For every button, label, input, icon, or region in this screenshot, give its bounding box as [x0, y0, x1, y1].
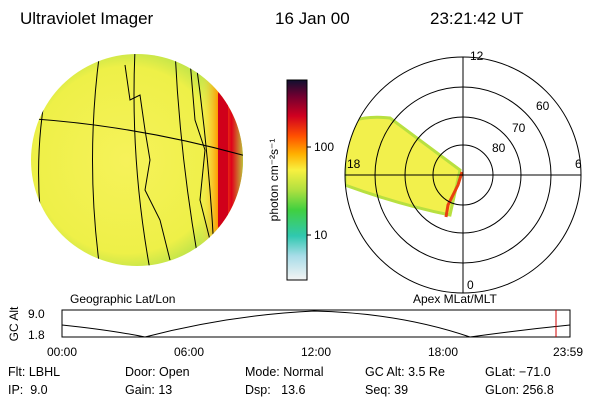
alt-x-label: 00:00: [47, 345, 77, 359]
left-panel-label: Geographic Lat/Lon: [70, 292, 175, 306]
date: 16 Jan 00: [275, 9, 350, 28]
alt-x-label: 06:00: [174, 345, 204, 359]
mlt-label: 6: [575, 157, 582, 171]
info-field: GLon: 256.8: [485, 383, 554, 397]
lat-label: 80: [492, 141, 506, 155]
alt-axis-label: GC Alt: [7, 306, 21, 341]
polar-plot: [344, 56, 582, 294]
right-panel-label: Apex MLat/MLT: [413, 292, 497, 306]
mlt-label: 0: [467, 278, 474, 292]
info-field: Flt: LBHL: [8, 365, 60, 379]
colorbar-tick-label: 100: [314, 140, 334, 154]
info-panel: Flt: LBHL Door: Open Mode: Normal GC Alt: 3…: [8, 365, 554, 397]
lat-label: 60: [536, 99, 550, 113]
info-field: GC Alt: 3.5 Re: [365, 365, 445, 379]
alt-x-label: 23:59: [553, 345, 583, 359]
colorbar-unit: photon cm⁻²s⁻¹: [267, 139, 281, 222]
info-field: Gain: 13: [125, 383, 172, 397]
altitude-plot: [61, 309, 571, 338]
alt-y-label: 1.8: [28, 328, 45, 342]
time: 23:21:42 UT: [430, 9, 524, 28]
colorbar-tick-label: 10: [314, 228, 328, 242]
info-field: Seq: 39: [365, 383, 408, 397]
alt-x-label: 12:00: [301, 345, 331, 359]
info-field: Dsp: 13.6: [245, 383, 305, 397]
info-field: Door: Open: [125, 365, 190, 379]
title: Ultraviolet Imager: [20, 9, 154, 28]
mlt-label: 18: [347, 157, 361, 171]
colorbar: [286, 79, 308, 281]
info-field: Mode: Normal: [245, 365, 324, 379]
alt-y-label: 9.0: [28, 307, 45, 321]
earth-image: [31, 54, 243, 266]
info-field: GLat: −71.0: [485, 365, 551, 379]
lat-label: 70: [512, 121, 526, 135]
mlt-label: 12: [470, 49, 484, 63]
alt-x-label: 18:00: [428, 345, 458, 359]
info-field: IP: 9.0: [8, 383, 48, 397]
